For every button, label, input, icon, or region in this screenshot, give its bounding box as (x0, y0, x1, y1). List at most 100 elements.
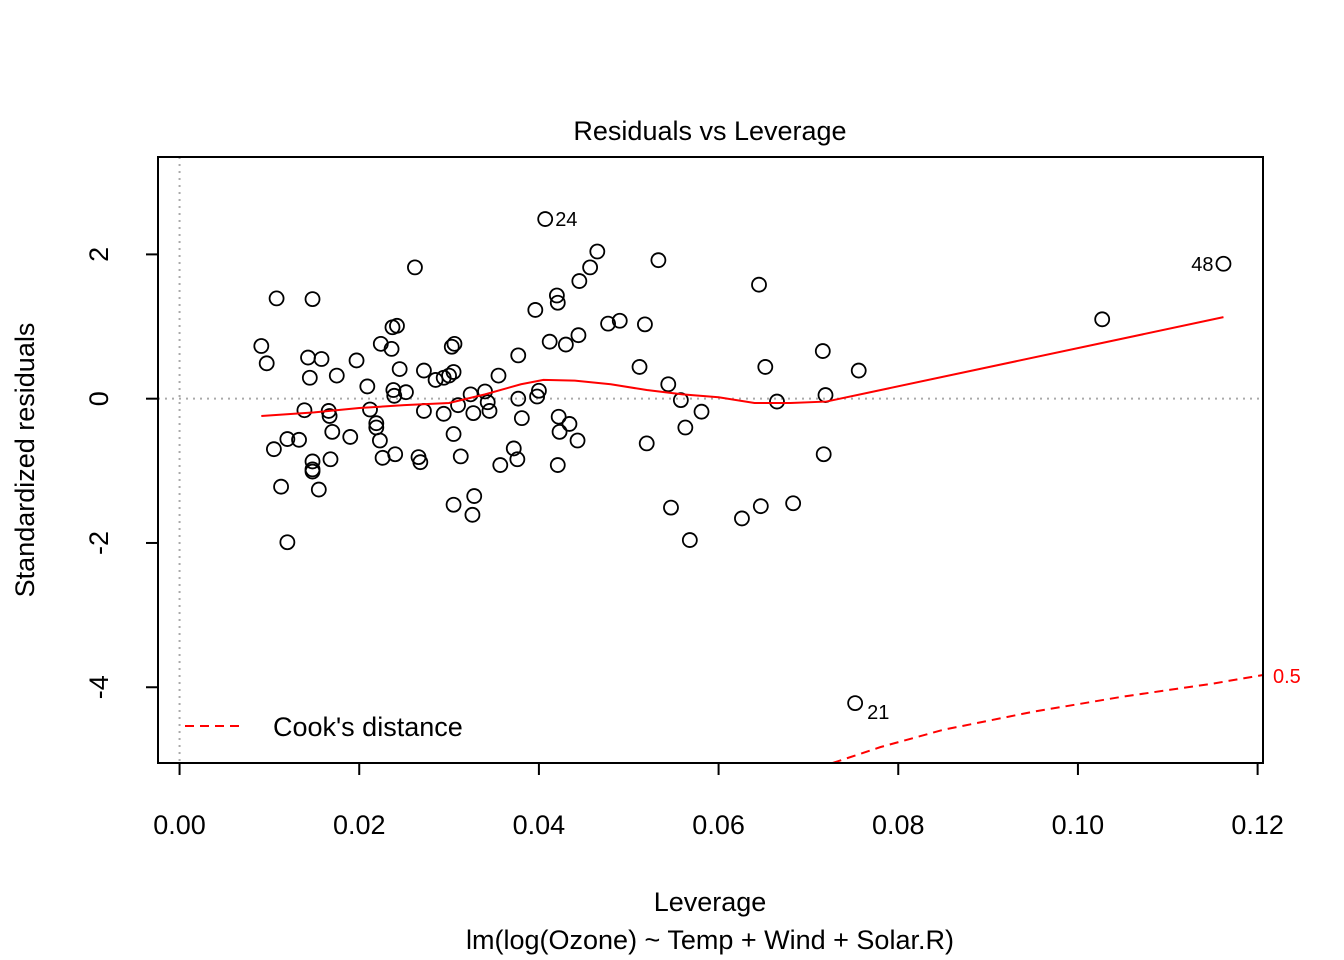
data-point (301, 369, 318, 386)
data-point (296, 402, 313, 419)
data-point (527, 302, 544, 318)
data-point (273, 478, 289, 495)
data-point (570, 327, 587, 344)
data-point (441, 367, 457, 384)
y-axis: -4 -2 0 2 (84, 247, 159, 699)
data-point (814, 343, 831, 359)
data-point (268, 290, 285, 307)
data-point (371, 432, 388, 449)
data-point (537, 211, 554, 227)
data-point (279, 534, 296, 551)
data-point (348, 352, 365, 369)
data-points (253, 211, 1232, 712)
data-point (386, 387, 403, 404)
legend-entry-cooks-distance: Cook's distance (273, 712, 463, 742)
data-point (734, 510, 750, 527)
data-point (569, 432, 586, 449)
data-point (751, 276, 767, 293)
data-point (815, 446, 832, 463)
data-point (557, 336, 574, 353)
data-point (1094, 311, 1111, 328)
data-point (548, 287, 565, 304)
data-point (492, 457, 509, 473)
data-point (398, 384, 414, 401)
data-point (387, 446, 404, 463)
data-point (549, 294, 566, 311)
point-label: 21 (867, 702, 889, 724)
data-point (1215, 255, 1232, 272)
data-point (445, 496, 462, 513)
data-point (416, 403, 432, 419)
data-point (479, 394, 496, 411)
data-point (342, 429, 359, 445)
data-point (561, 416, 578, 432)
data-point (549, 457, 566, 473)
point-label: 48 (1191, 254, 1213, 276)
data-point (362, 401, 378, 418)
data-point (291, 431, 307, 448)
data-point (389, 317, 405, 334)
data-point (279, 431, 296, 447)
data-point (322, 451, 339, 468)
legend: Cook's distance (185, 712, 463, 742)
data-point (663, 499, 679, 516)
data-point (847, 695, 864, 712)
data-point (383, 340, 400, 357)
data-point (465, 405, 482, 422)
data-point (368, 415, 385, 432)
data-point (443, 338, 460, 355)
data-point (324, 423, 341, 440)
reference-lines (158, 157, 1263, 763)
data-point (509, 451, 526, 468)
data-point (541, 333, 558, 350)
data-point (571, 273, 588, 289)
data-point (637, 316, 653, 333)
point-label: 24 (555, 209, 577, 231)
data-point (672, 392, 689, 409)
data-point (611, 312, 628, 329)
data-point (481, 403, 498, 419)
data-point (650, 252, 667, 269)
x-axis-title: Leverage (654, 887, 767, 917)
y-axis-title: Standardized residuals (10, 323, 40, 598)
cooks-distance-level-label: 0.5 (1273, 666, 1301, 688)
data-point (510, 390, 527, 407)
data-point (510, 347, 527, 364)
data-point (258, 355, 275, 372)
data-point (550, 408, 567, 425)
x-axis: 0.00 0.02 0.04 0.06 0.08 0.10 0.12 (153, 762, 1284, 840)
data-point (328, 367, 345, 384)
y-tick-label: 2 (84, 247, 114, 262)
data-point (631, 359, 648, 375)
data-point (391, 361, 408, 378)
data-point (321, 408, 338, 424)
data-point (505, 440, 522, 457)
data-point (589, 243, 606, 260)
data-point (850, 362, 867, 379)
data-point (785, 495, 802, 512)
y-tick-label: 0 (84, 391, 114, 406)
chart-subtitle: lm(log(Ozone) ~ Temp + Wind + Solar.R) (466, 925, 954, 955)
data-point (446, 335, 463, 352)
data-point (757, 359, 774, 375)
data-point (412, 454, 429, 471)
data-point (677, 419, 694, 436)
x-tick-label: 0.02 (333, 810, 386, 840)
x-tick-label: 0.12 (1231, 810, 1284, 840)
data-point (300, 349, 316, 366)
x-tick-label: 0.00 (153, 810, 206, 840)
x-tick-label: 0.10 (1052, 810, 1105, 840)
data-point (265, 441, 282, 458)
data-point (253, 338, 270, 354)
data-point (435, 405, 452, 422)
chart-title: Residuals vs Leverage (573, 116, 846, 146)
data-point (445, 426, 462, 442)
data-point (385, 382, 402, 398)
data-point (752, 498, 769, 515)
y-tick-label: -4 (84, 675, 114, 699)
data-point (551, 423, 568, 440)
data-point (304, 291, 321, 308)
data-point (660, 376, 677, 393)
data-point (638, 435, 655, 452)
